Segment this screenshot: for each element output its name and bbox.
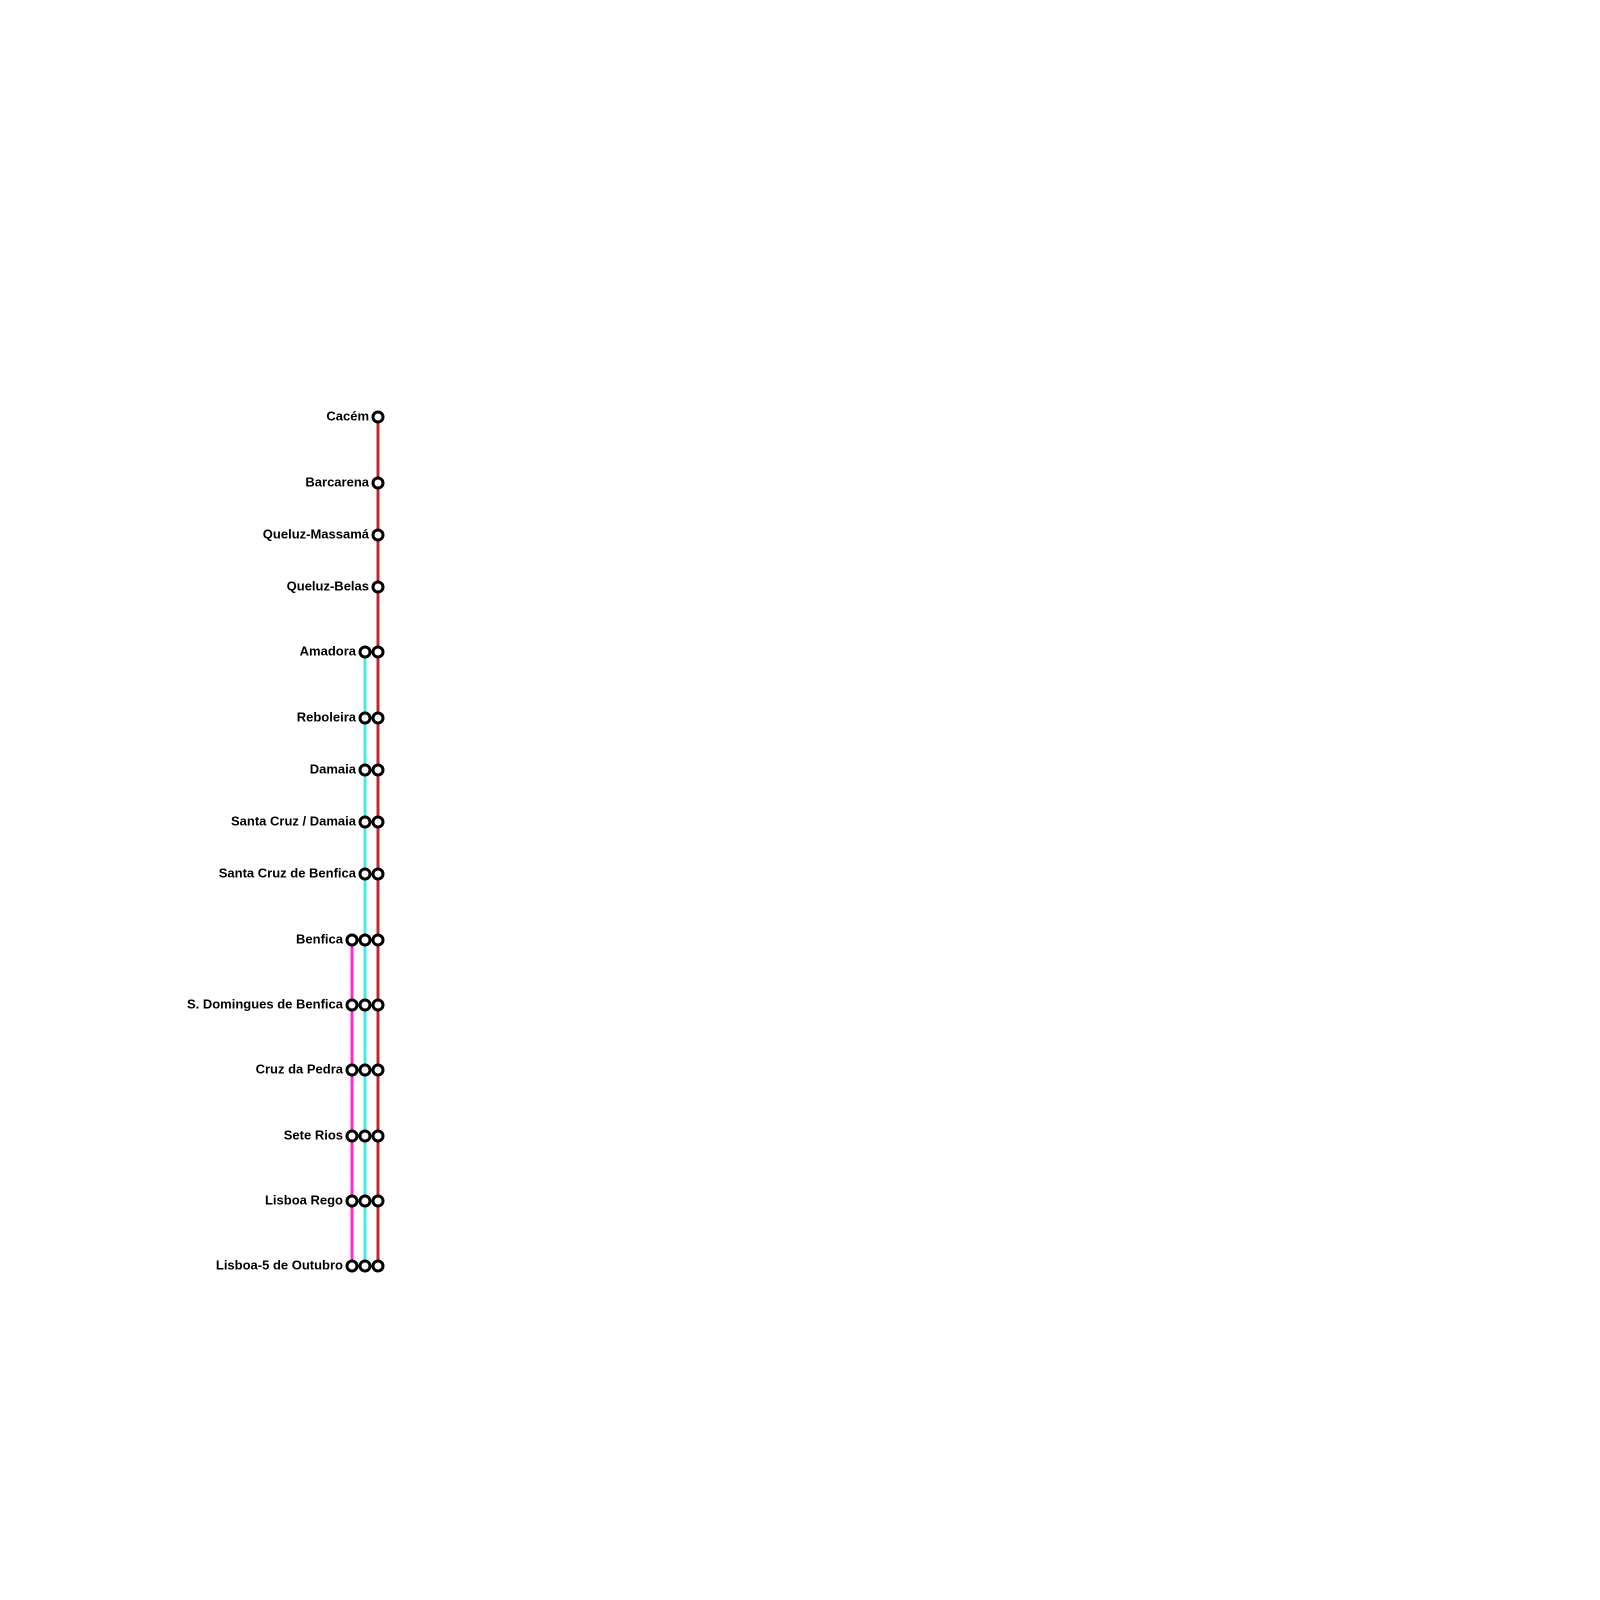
station-marker (371, 580, 385, 594)
station-marker (345, 1259, 359, 1273)
station-marker (345, 998, 359, 1012)
station-marker (345, 1063, 359, 1077)
station-marker (371, 867, 385, 881)
station-marker (371, 1129, 385, 1143)
station-marker (371, 528, 385, 542)
station-marker (358, 645, 372, 659)
station-marker (358, 998, 372, 1012)
station-marker (371, 998, 385, 1012)
station-marker (358, 1129, 372, 1143)
station-marker (358, 1063, 372, 1077)
station-label: Santa Cruz / Damaia (231, 813, 357, 828)
station-label: Reboleira (297, 709, 357, 724)
station-marker (345, 933, 359, 947)
station-label: Cruz da Pedra (256, 1061, 344, 1076)
station-label: Lisboa Rego (265, 1192, 343, 1207)
station-marker (371, 933, 385, 947)
station-marker (345, 1194, 359, 1208)
station-marker (371, 410, 385, 424)
station-label: Sete Rios (284, 1127, 343, 1142)
station-label: Amadora (300, 643, 357, 658)
station-marker (371, 476, 385, 490)
station-label: S. Domingues de Benfica (187, 996, 344, 1011)
station-label: Queluz-Belas (287, 578, 369, 593)
station-marker (371, 711, 385, 725)
station-marker (371, 1194, 385, 1208)
station-marker (358, 763, 372, 777)
station-label: Queluz-Massamá (263, 526, 370, 541)
station-marker (358, 933, 372, 947)
station-marker (345, 1129, 359, 1143)
station-label: Cacém (326, 408, 369, 423)
station-label: Santa Cruz de Benfica (219, 865, 357, 880)
station-label: Lisboa-5 de Outubro (216, 1257, 343, 1272)
station-marker (371, 763, 385, 777)
station-marker (358, 711, 372, 725)
station-marker (358, 867, 372, 881)
station-label: Damaia (310, 761, 357, 776)
station-marker (371, 1063, 385, 1077)
station-marker (371, 815, 385, 829)
station-marker (358, 815, 372, 829)
station-label: Benfica (296, 931, 344, 946)
station-marker (358, 1259, 372, 1273)
station-marker (371, 1259, 385, 1273)
station-marker (371, 645, 385, 659)
station-marker (358, 1194, 372, 1208)
station-label: Barcarena (305, 474, 369, 489)
